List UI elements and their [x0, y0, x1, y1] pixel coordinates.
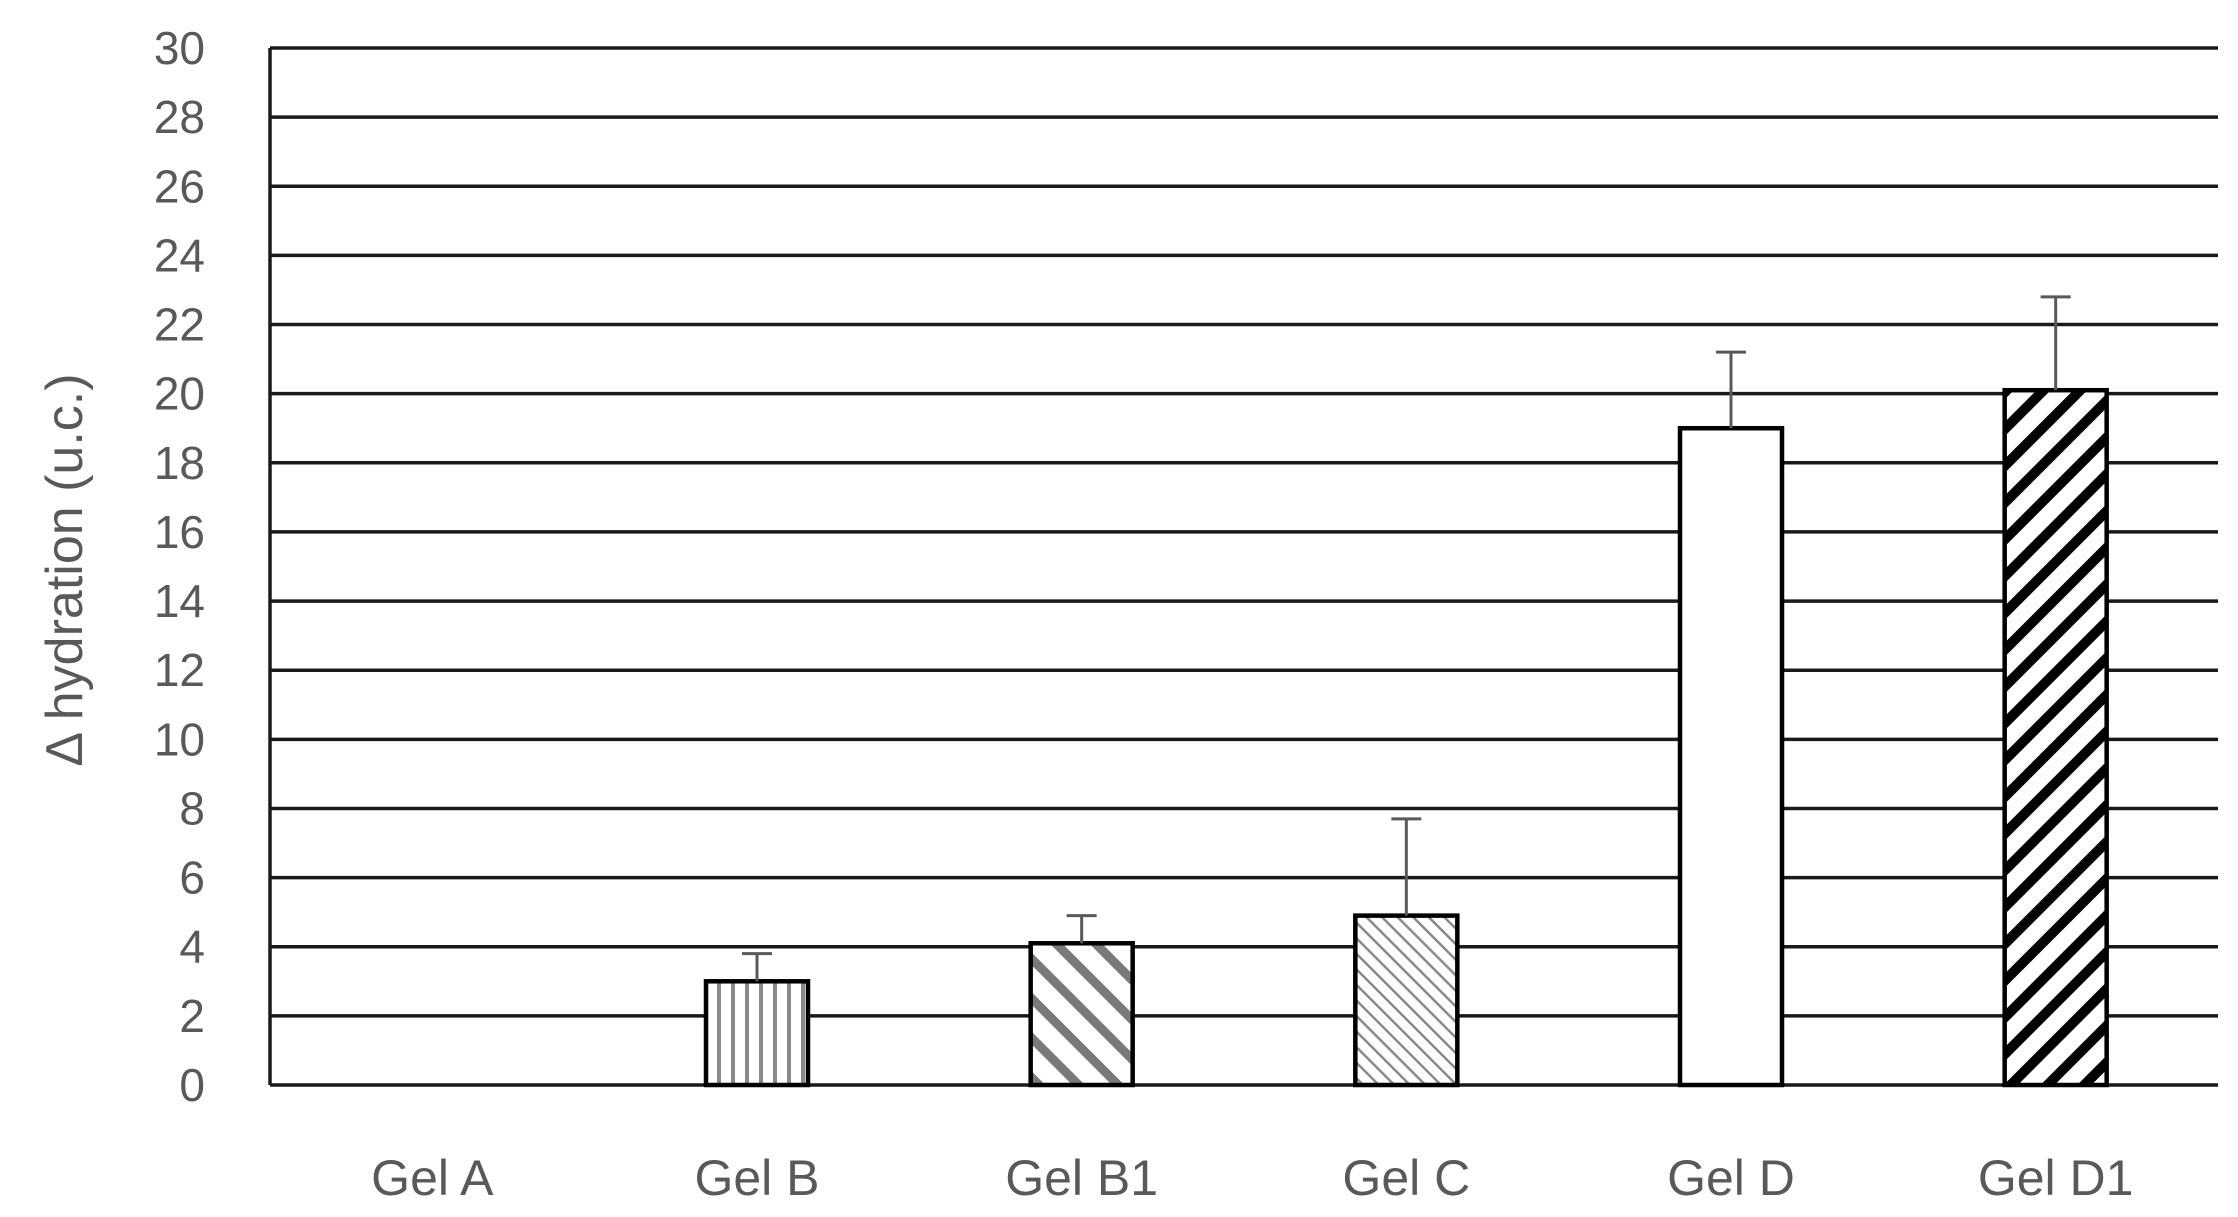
y-tick-label: 2 [179, 990, 205, 1042]
y-tick-label: 12 [154, 644, 205, 696]
bar-gel-b [703, 979, 811, 1088]
y-tick-label: 14 [154, 575, 205, 627]
x-tick-label: Gel B1 [1005, 1150, 1158, 1206]
bar-gel-c [1353, 913, 1460, 1088]
bar-gel-d1 [2002, 387, 2109, 1088]
y-tick-label: 0 [179, 1059, 205, 1111]
y-tick-label: 6 [179, 852, 205, 904]
y-tick-label: 4 [179, 921, 205, 973]
y-tick-label: 8 [179, 782, 205, 834]
y-tick-label: 28 [154, 91, 205, 143]
bar-gel-b1 [1028, 941, 1135, 1088]
x-tick-label: Gel A [371, 1150, 494, 1206]
x-tick-label: Gel D [1667, 1150, 1795, 1206]
x-axis: Gel A Gel B Gel B1 Gel C Gel D Gel D1 [371, 1150, 2133, 1206]
x-tick-label: Gel B [694, 1150, 819, 1206]
y-tick-label: 16 [154, 506, 205, 558]
bar-gel-d [1677, 425, 1785, 1088]
gridlines [270, 46, 2218, 1087]
y-axis-title: Δ hydration (u.c.) [36, 373, 94, 766]
y-tick-label: 22 [154, 299, 205, 351]
bars [703, 387, 2109, 1088]
y-tick-label: 24 [154, 229, 205, 281]
error-bars [742, 295, 2071, 982]
y-tick-label: 10 [154, 713, 205, 765]
y-tick-label: 18 [154, 437, 205, 489]
x-tick-label: Gel C [1342, 1150, 1470, 1206]
y-tick-label: 30 [154, 22, 205, 74]
y-tick-label: 26 [154, 160, 205, 212]
x-tick-label: Gel D1 [1978, 1150, 2134, 1206]
y-tick-label: 20 [154, 368, 205, 420]
